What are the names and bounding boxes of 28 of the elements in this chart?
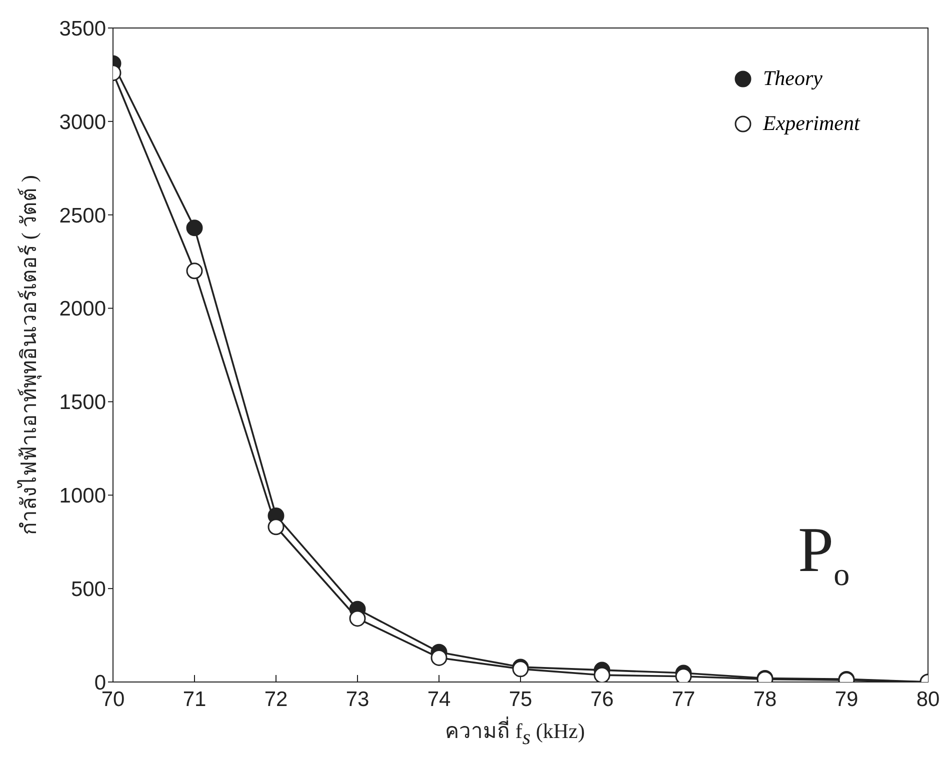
y-tick-label: 3000: [59, 110, 106, 134]
x-tick-label: 73: [346, 688, 370, 711]
point: [349, 610, 366, 627]
x-tick-label: 77: [672, 688, 696, 711]
annotation: P$_{o}$: [798, 513, 850, 593]
x-tick-label: 74: [427, 688, 451, 711]
y-tick-label: 1000: [59, 484, 106, 508]
y-tick-label: 500: [70, 578, 106, 602]
x-tick-label: 78: [753, 688, 777, 711]
x-tick-label: 76: [590, 688, 614, 711]
x-tick-label: 72: [264, 688, 288, 711]
point: [186, 262, 203, 280]
x-tick-label: 79: [834, 688, 858, 711]
y-tick-label: 3500: [59, 17, 106, 40]
y-tick-label: 2500: [59, 204, 106, 228]
point: [675, 668, 692, 682]
y-tick-label: 2000: [59, 298, 106, 321]
point: [268, 518, 284, 536]
point: [594, 666, 610, 682]
x-tick-label: 71: [182, 688, 206, 711]
x-tick-label: 80: [916, 688, 940, 711]
y-axis-title: กำลังไฟฟ้าเอาท์พุทอินเวอร์เตอร์ ( วัตต์ ): [17, 175, 42, 535]
y-tick-label: 1500: [59, 391, 106, 414]
x-tick-label: 75: [508, 688, 532, 711]
point: [430, 649, 448, 666]
legend-label: Theory: [763, 66, 822, 91]
point: [186, 220, 203, 236]
legend-label: Experiment: [763, 111, 860, 136]
